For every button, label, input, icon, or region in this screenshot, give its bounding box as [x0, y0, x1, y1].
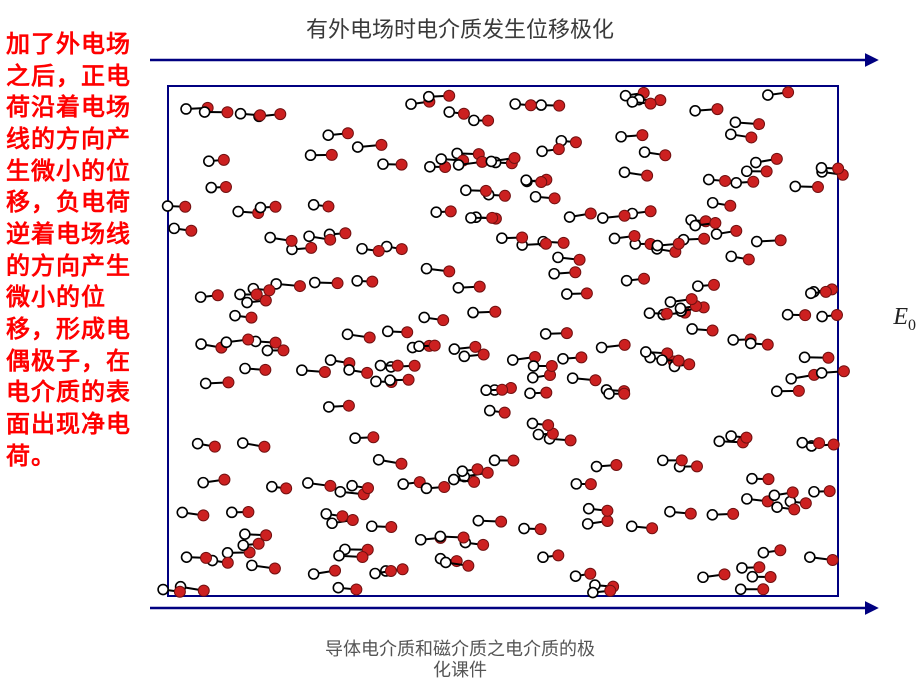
- field-subscript: 0: [908, 317, 916, 334]
- field-label: E0: [893, 304, 916, 335]
- diagram-svg: [150, 48, 890, 628]
- side-explanation: 加了外电场之后，正电荷沿着电场线的方向产生微小的位移，负电荷逆着电场线的方向产生…: [6, 30, 136, 473]
- diagram-title: 有外电场时电介质发生位移极化: [0, 12, 920, 44]
- footer-line-2: 化课件: [0, 660, 920, 682]
- field-symbol: E: [893, 304, 908, 330]
- footer-line-1: 导体电介质和磁介质之电介质的极: [0, 639, 920, 661]
- footer-caption: 导体电介质和磁介质之电介质的极 化课件: [0, 639, 920, 682]
- polarization-diagram: [150, 48, 890, 628]
